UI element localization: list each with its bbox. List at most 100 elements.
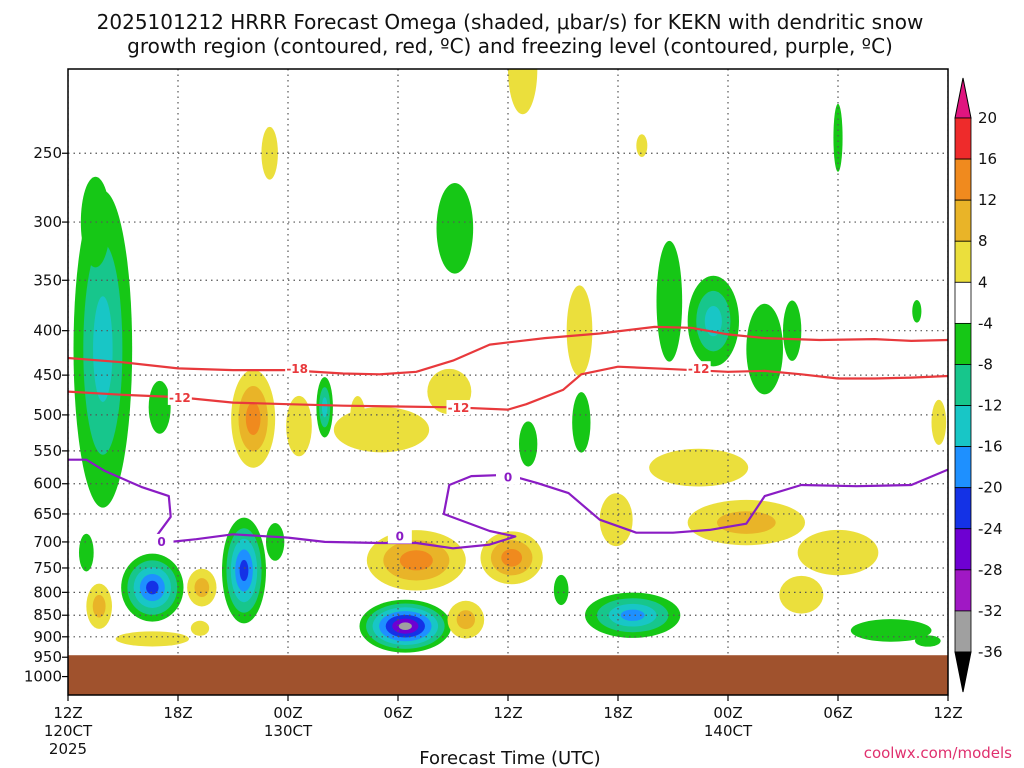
omega-band <box>553 574 569 606</box>
omega-band <box>704 306 722 337</box>
colorbar-band <box>954 569 972 612</box>
colorbar-band <box>954 405 972 448</box>
omega-band <box>93 296 113 402</box>
omega-band <box>850 619 932 642</box>
omega-band <box>620 609 645 621</box>
colorbar-label: -28 <box>978 561 1003 579</box>
x-tick-label: 12Z <box>53 704 82 722</box>
omega-band <box>148 380 171 434</box>
dgz-isotherm-minus12 <box>68 365 948 411</box>
omega-cell <box>912 299 922 323</box>
omega-band <box>915 635 941 647</box>
y-tick-label: 350 <box>33 271 62 289</box>
omega-cell <box>783 300 802 361</box>
chart-title-line1: 2025101212 HRRR Forecast Omega (shaded, … <box>97 10 924 34</box>
colorbar-label: 12 <box>978 191 997 209</box>
colorbar-label: -8 <box>978 355 993 373</box>
contour-label: 0 <box>157 535 165 549</box>
omega-cell <box>436 183 474 274</box>
omega-cell <box>572 392 591 453</box>
omega-cell <box>79 533 94 572</box>
omega-cell <box>508 69 538 115</box>
omega-band <box>399 550 433 571</box>
y-tick-label: 500 <box>33 406 62 424</box>
colorbar-band <box>954 199 972 242</box>
y-tick-label: 900 <box>33 628 62 646</box>
omega-band <box>261 126 278 180</box>
colorbar-label: 4 <box>978 273 988 291</box>
omega-cell <box>850 619 932 642</box>
omega-band <box>146 580 159 595</box>
colorbar-band <box>954 610 972 653</box>
omega-cell <box>86 583 112 629</box>
omega-cell <box>333 407 430 453</box>
omega-band <box>436 183 474 274</box>
omega-cell <box>687 275 739 367</box>
omega-band <box>656 240 683 362</box>
colorbar-band <box>954 528 972 571</box>
omega-cell <box>480 531 543 585</box>
omega-cell <box>519 421 538 467</box>
omega-band <box>519 421 538 467</box>
omega-band <box>931 399 947 446</box>
omega-band <box>501 548 523 567</box>
y-tick-label: 250 <box>33 144 62 162</box>
contour-label-bg <box>149 533 174 549</box>
y-tick-label: 1000 <box>24 668 62 686</box>
colorbar-label: -12 <box>978 397 1003 415</box>
omega-cell <box>797 529 879 576</box>
contour-label: -12 <box>688 362 710 376</box>
omega-cell <box>779 575 824 614</box>
omega-cell <box>286 395 312 457</box>
y-tick-label: 650 <box>33 505 62 523</box>
y-tick-label: 850 <box>33 606 62 624</box>
colorbar-label: 8 <box>978 232 988 250</box>
omega-cell <box>261 126 278 180</box>
omega-cell <box>115 631 189 647</box>
x-tick-label: 06Z <box>383 704 412 722</box>
omega-cell <box>833 103 843 172</box>
omega-cell <box>222 517 266 624</box>
omega-cell <box>187 568 217 607</box>
contour-lines: -18 -12 -12 -12 0 0 0 <box>68 325 948 550</box>
omega-band <box>245 402 261 436</box>
omega-cell <box>316 377 333 438</box>
colorbar-label: -20 <box>978 479 1003 497</box>
colorbar-band <box>954 240 972 283</box>
colorbar-band <box>954 446 972 489</box>
colorbar: 20 16 12 8 4 -4 -8 -12 -16 -20 -24 -28 -32 -36 <box>954 77 1003 693</box>
omega-band <box>194 578 210 598</box>
contour-label: -12 <box>448 401 470 415</box>
colorbar-band <box>954 158 972 201</box>
omega-cell <box>121 553 184 622</box>
contour-label: -18 <box>286 362 308 376</box>
x-tick-year-label: 2025 <box>49 740 87 758</box>
omega-band <box>456 610 476 630</box>
colorbar-bottom-arrow <box>954 651 972 693</box>
colorbar-label: -36 <box>978 643 1003 661</box>
omega-cell <box>148 380 171 434</box>
omega-band <box>266 523 285 561</box>
x-tick-label: 12Z <box>493 704 522 722</box>
contour-label-bg <box>686 361 711 377</box>
y-axis: 250 300 350 400 450 500 550 600 650 700 750 800 850 9… <box>24 144 68 686</box>
plot-area: -18 -12 -12 -12 0 0 0 <box>68 69 948 695</box>
contour-label: -12 <box>169 391 191 405</box>
omega-cell <box>636 134 648 157</box>
omega-band <box>286 395 312 457</box>
y-tick-label: 800 <box>33 583 62 601</box>
omega-band <box>321 397 328 418</box>
colorbar-label: -4 <box>978 314 993 332</box>
omega-band <box>746 303 784 395</box>
y-tick-label: 300 <box>33 213 62 231</box>
colorbar-band <box>954 281 972 324</box>
colorbar-label: 16 <box>978 150 997 168</box>
colorbar-label: -24 <box>978 520 1003 538</box>
omega-band <box>912 299 922 323</box>
omega-cell <box>599 493 633 547</box>
y-tick-label: 550 <box>33 442 62 460</box>
omega-cell <box>266 523 285 561</box>
omega-cell <box>359 599 452 653</box>
